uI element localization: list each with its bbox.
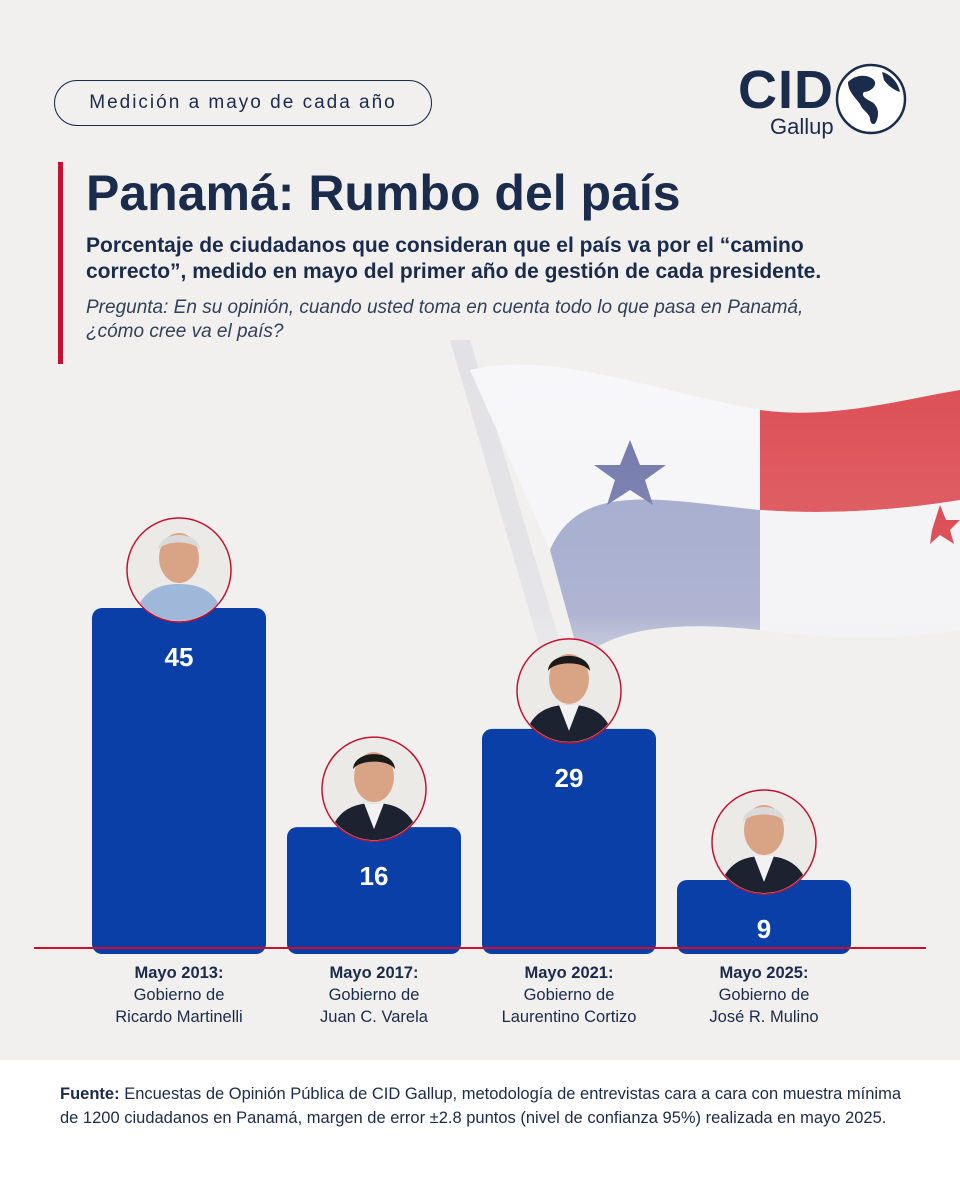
president-portrait-icon	[126, 517, 232, 623]
president-portrait-icon	[516, 638, 622, 744]
category-sublabel: Gobierno de	[524, 986, 615, 1004]
president-portrait-icon	[321, 736, 427, 842]
bars-layer	[92, 608, 851, 954]
bar-1	[92, 608, 266, 954]
logo-main-text: CID	[738, 60, 834, 120]
logo-sub-text: Gallup	[770, 114, 834, 139]
category-sublabel: Gobierno de	[329, 986, 420, 1004]
source-text: Encuestas de Opinión Pública de CID Gall…	[60, 1085, 902, 1127]
bar-value-label: 16	[360, 861, 389, 891]
category-label: Mayo 2017:	[330, 964, 419, 982]
panama-flag-image	[430, 330, 960, 710]
source-label: Fuente:	[60, 1085, 120, 1103]
category-label: Mayo 2021:	[525, 964, 614, 982]
category-sublabel: Gobierno de	[719, 986, 810, 1004]
bar-2	[287, 827, 461, 954]
category-sublabel: José R. Mulino	[709, 1008, 818, 1026]
bar-4	[677, 880, 851, 954]
bar-value-label: 29	[555, 763, 584, 793]
category-label: Mayo 2013:	[135, 964, 224, 982]
bar-value-label: 9	[757, 914, 771, 944]
page-subtitle: Porcentaje de ciudadanos que consideran …	[86, 234, 822, 283]
cid-gallup-logo: CID Gallup	[738, 60, 908, 140]
page-title: Panamá: Rumbo del país	[86, 165, 681, 221]
bar-3	[482, 728, 656, 954]
category-sublabel: Laurentino Cortizo	[502, 1008, 637, 1026]
category-label: Mayo 2025:	[720, 964, 809, 982]
category-sublabel: Gobierno de	[134, 986, 225, 1004]
measurement-badge: Medición a mayo de cada año	[54, 80, 432, 126]
bar-chart: 45 Mayo 2013: Gobierno de Ricardo Martinell…	[34, 517, 926, 1026]
measurement-badge-text: Medición a mayo de cada año	[89, 92, 397, 113]
footer-panel: Fuente: Encuestas de Opinión Pública de …	[0, 1060, 960, 1200]
source-note: Fuente: Encuestas de Opinión Pública de …	[60, 1082, 910, 1130]
category-sublabel: Ricardo Martinelli	[115, 1008, 242, 1026]
labels-layer: 45 Mayo 2013: Gobierno de Ricardo Martinell…	[115, 517, 819, 1026]
category-sublabel: Juan C. Varela	[320, 1008, 429, 1026]
president-portrait-icon	[711, 789, 817, 895]
bar-value-label: 45	[165, 642, 194, 672]
globe-icon	[835, 63, 907, 135]
survey-question: Pregunta: En su opinión, cuando usted to…	[86, 297, 804, 342]
title-accent-bar	[58, 162, 63, 364]
